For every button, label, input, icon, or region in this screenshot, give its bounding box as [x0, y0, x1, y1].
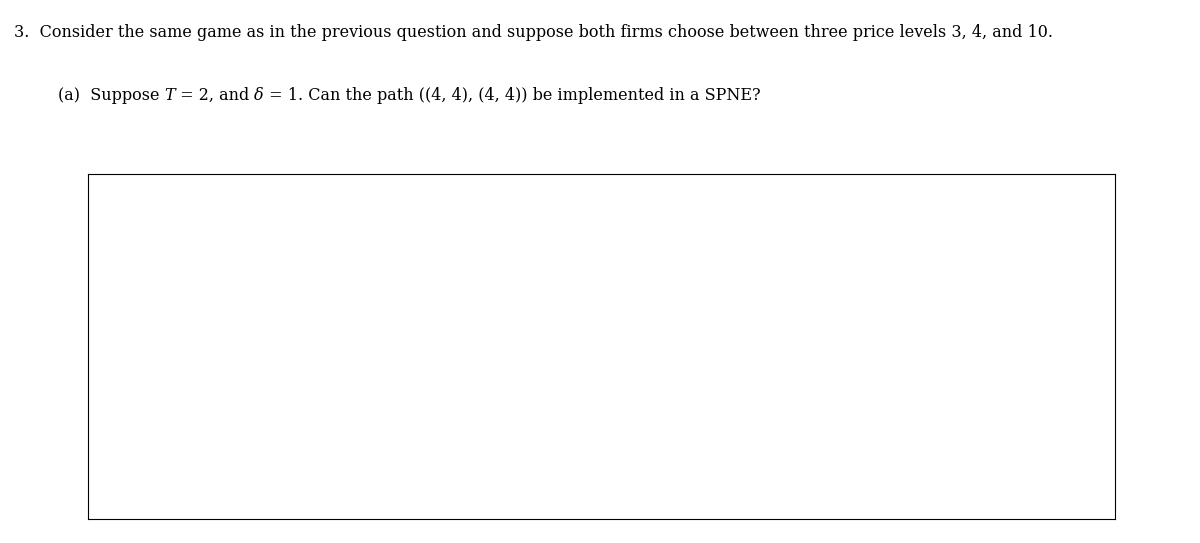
Text: T: T [164, 87, 175, 104]
Text: = 2, and: = 2, and [175, 87, 254, 104]
Text: 3.  Consider the same game as in the previous question and suppose both firms ch: 3. Consider the same game as in the prev… [14, 24, 1054, 41]
Text: (a)  Suppose: (a) Suppose [58, 87, 164, 104]
Text: = 1. Can the path ((4, 4), (4, 4)) be implemented in a SPNE?: = 1. Can the path ((4, 4), (4, 4)) be im… [264, 87, 761, 104]
Text: δ: δ [254, 87, 264, 104]
